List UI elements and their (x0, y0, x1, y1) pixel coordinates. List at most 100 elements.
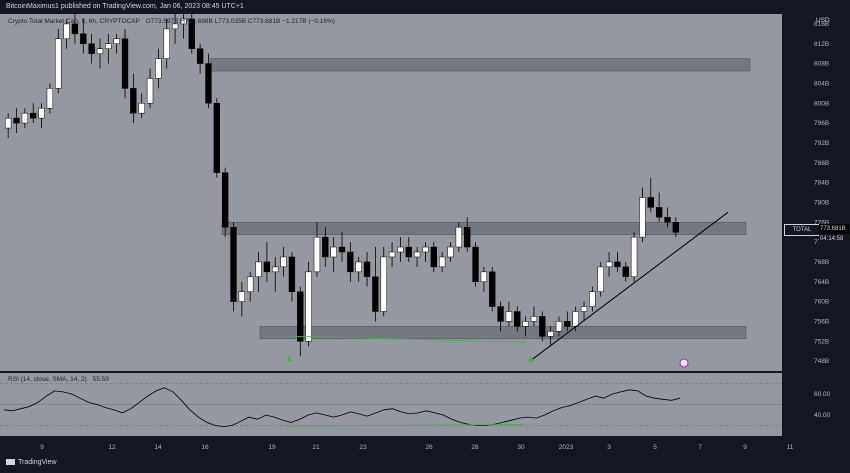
y-tick-label: 756B (814, 318, 829, 325)
y-tick-label: 780B (814, 199, 829, 206)
candle-up (413, 251, 421, 258)
candle-up (63, 23, 70, 40)
candle-down (539, 316, 546, 337)
candle-down (647, 197, 654, 208)
candle-down (372, 276, 379, 312)
candle-up (55, 38, 62, 89)
candle-up (397, 246, 404, 253)
candle-up (21, 112, 29, 124)
time-axis[interactable] (0, 436, 850, 454)
y-tick-label: 748B (814, 358, 829, 365)
candle-down (664, 217, 671, 223)
candle-up (96, 48, 104, 54)
symbol-legend[interactable]: Crypto Total Market Cap, 5, 6h, CRYPTOCA… (8, 18, 335, 25)
candle-down (363, 261, 371, 278)
x-tick-label: 3 (607, 444, 611, 451)
resistance-zone (209, 58, 751, 72)
candle-up (138, 103, 145, 114)
y-tick-label: 792B (814, 140, 829, 147)
candle-up (639, 197, 646, 238)
candle-down (88, 43, 95, 54)
candle-down (30, 112, 37, 119)
tv-logo-icon (6, 459, 15, 466)
x-tick-label: 14 (154, 444, 162, 451)
candle-up (597, 266, 604, 292)
candle-up (163, 28, 170, 59)
x-tick-label: 9 (40, 444, 44, 451)
candle-down (672, 222, 679, 233)
candle-down (489, 271, 496, 307)
resistance-zone (259, 326, 747, 340)
ohlc-values: O773.597B H773.698B L773.035B C773.681B … (145, 18, 335, 25)
candle-up (355, 261, 362, 273)
candle-up (547, 331, 554, 337)
x-tick-label: 2023 (559, 444, 574, 451)
candle-up (46, 88, 54, 109)
candle-up (605, 261, 613, 268)
rsi-axis-label: 60.00 (814, 391, 831, 398)
candle-down (472, 246, 479, 283)
candle-up (522, 321, 529, 327)
candle-up (555, 321, 563, 332)
candle-down (338, 246, 346, 253)
candle-up (113, 38, 120, 45)
rsi-value: 55.59 (92, 376, 109, 383)
candle-up (171, 23, 179, 30)
tradingview-logo[interactable]: TradingView (6, 459, 57, 466)
current-price: 773.681B (819, 224, 849, 234)
price-tag-label: TOTAL (784, 224, 820, 236)
y-tick-label: 816B (814, 21, 829, 28)
candle-down (514, 311, 521, 327)
rsi-line (3, 387, 681, 428)
x-tick-label: 26 (425, 444, 433, 451)
candle-up (380, 256, 387, 312)
candle-down (221, 172, 229, 228)
rsi-label: RSI (14, close, SMA, 14, 2) (8, 376, 87, 383)
candle-down (288, 256, 296, 292)
candle-down (13, 117, 20, 124)
x-tick-label: 5 (653, 444, 657, 451)
x-tick-label: 12 (108, 444, 116, 451)
y-tick-label: 788B (814, 160, 829, 167)
candle-up (630, 236, 638, 278)
x-tick-label: 30 (517, 444, 525, 451)
candle-down (188, 18, 195, 49)
x-tick-label: 7 (698, 444, 702, 451)
y-tick-label: 812B (814, 41, 829, 48)
y-tick-label: 760B (814, 299, 829, 306)
candle-down (130, 88, 137, 114)
y-tick-label: 808B (814, 61, 829, 68)
candle-up (438, 256, 446, 268)
candle-up (38, 107, 45, 119)
rsi-axis-label: 40.00 (814, 412, 831, 419)
candle-up (5, 117, 12, 129)
rsi-legend[interactable]: RSI (14, close, SMA, 14, 2) 55.59 (8, 376, 109, 383)
y-tick-label: 804B (814, 80, 829, 87)
bullish-divergence-line (291, 335, 527, 343)
x-tick-label: 28 (471, 444, 479, 451)
candle-down (205, 63, 212, 104)
x-tick-label: 11 (787, 444, 794, 451)
price-tag-value: 773.681B 04:14:58 (819, 224, 849, 244)
candle-down (430, 246, 437, 268)
candle-down (564, 321, 571, 327)
candle-down (655, 207, 663, 218)
candle-down (322, 236, 329, 258)
candle-down (80, 33, 87, 44)
y-tick-label: 784B (814, 180, 829, 187)
publish-bar: BitcoinMaximus1 published on TradingView… (0, 0, 850, 14)
candle-up (580, 306, 588, 312)
y-tick-label: 752B (814, 338, 829, 345)
candle-down (230, 226, 237, 302)
candle-up (422, 246, 429, 253)
candle-countdown: 04:14:58 (820, 236, 844, 242)
candle-up (330, 246, 337, 258)
tv-logo-text: TradingView (18, 459, 57, 466)
currency-label: USD (816, 17, 830, 24)
price-chart-area[interactable] (0, 14, 782, 371)
candle-up (105, 43, 112, 49)
rsi-divergence-line (288, 424, 525, 427)
x-tick-label: 9 (743, 444, 747, 451)
candle-down (614, 261, 621, 268)
